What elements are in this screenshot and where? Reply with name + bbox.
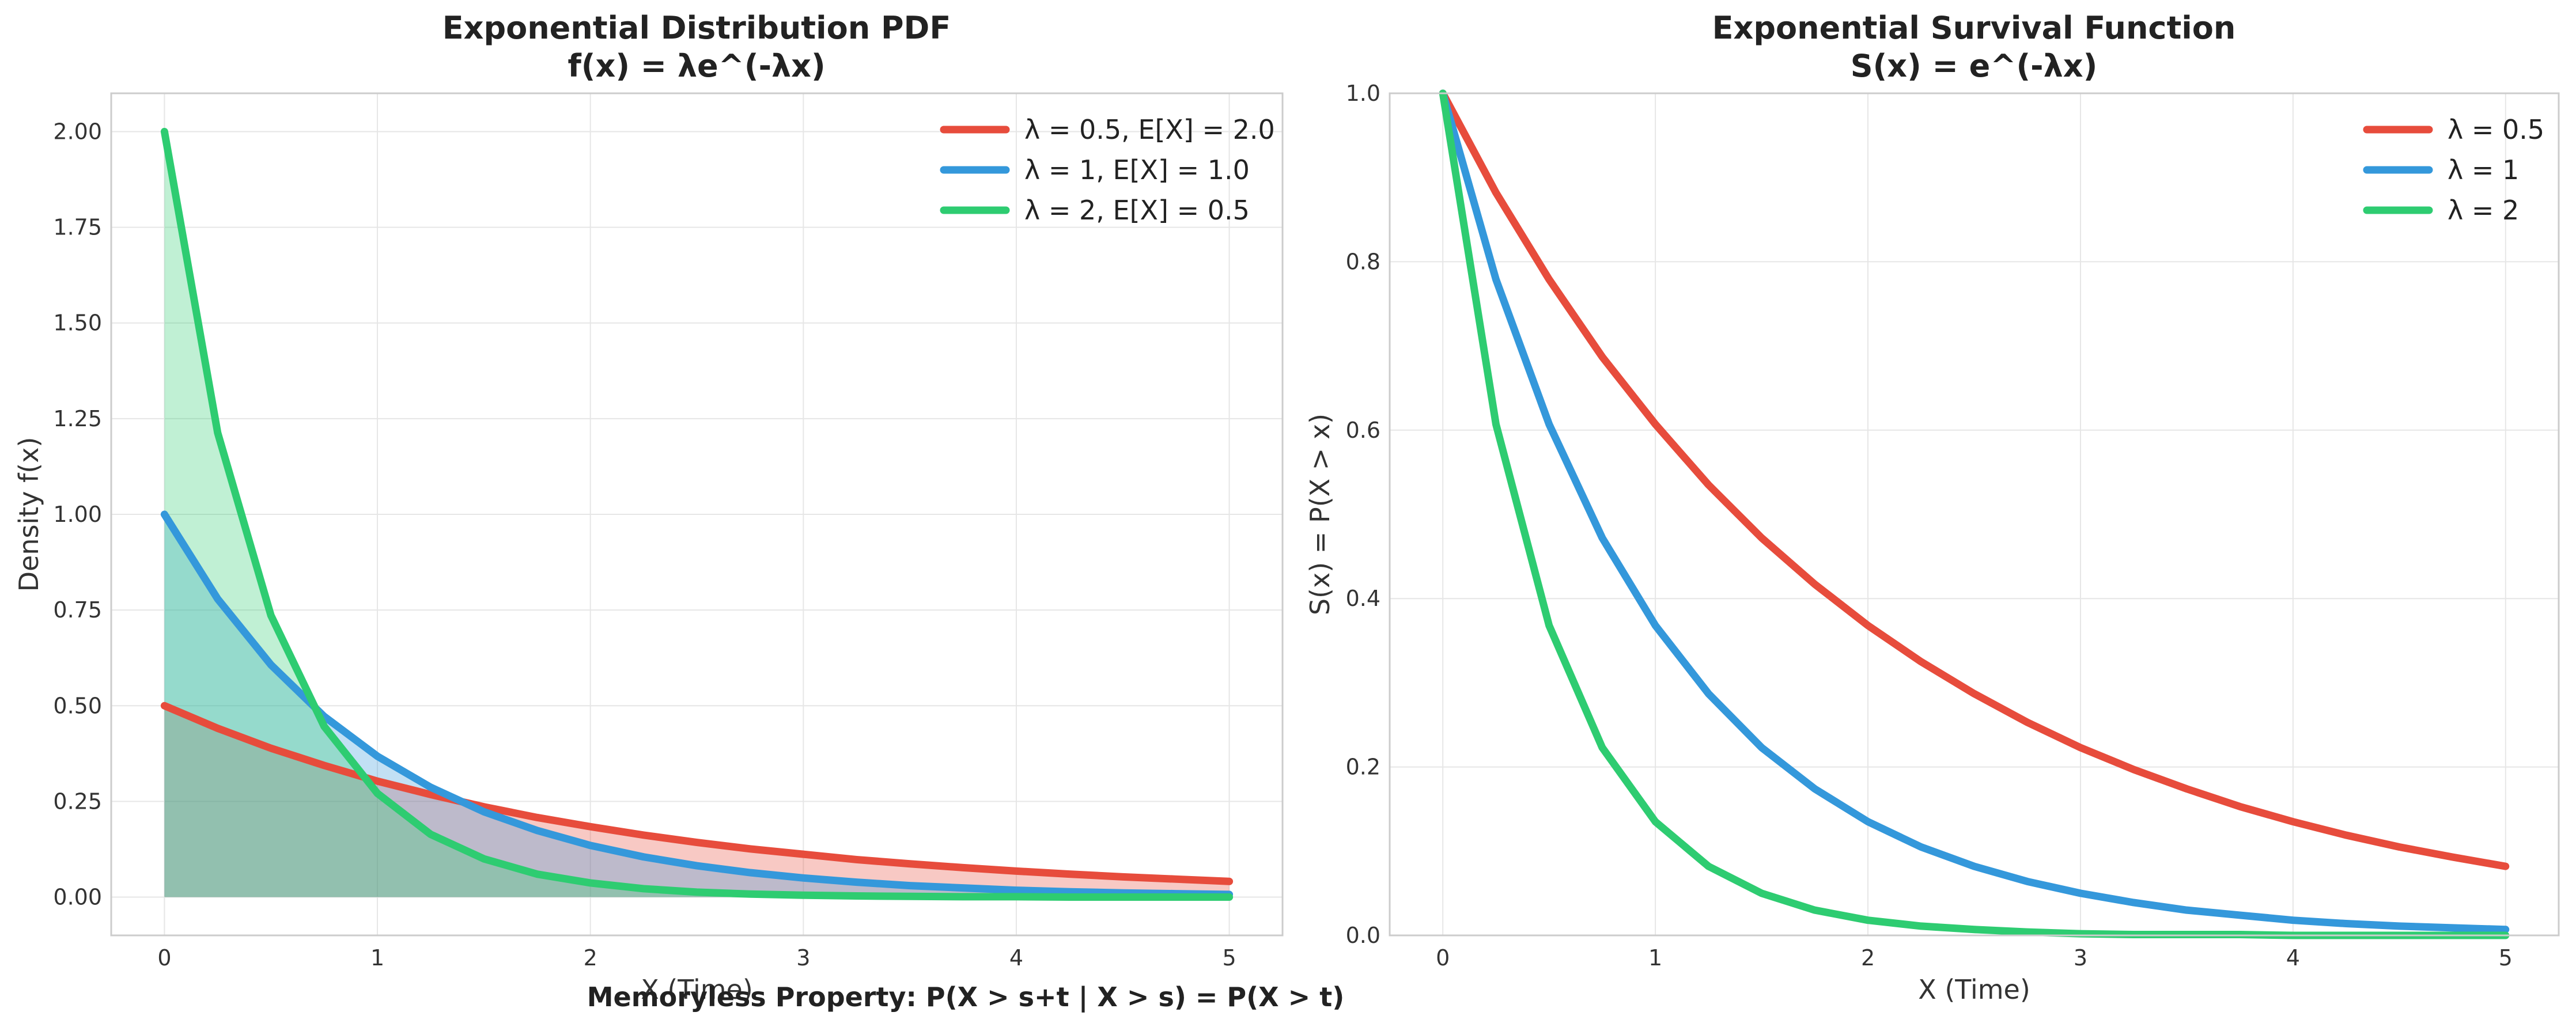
- x-tick-label: 3: [796, 945, 810, 971]
- y-tick-label: 0.50: [53, 693, 102, 718]
- series-line-0: [1439, 89, 2510, 870]
- x-tick-label: 2: [1861, 945, 1875, 971]
- x-axis-label: X (Time): [1918, 974, 2030, 1005]
- y-tick-label: 0.00: [53, 885, 102, 910]
- legend-label-1: λ = 1: [2448, 154, 2519, 185]
- legend-label-1: λ = 1, E[X] = 1.0: [1024, 154, 1250, 185]
- y-axis-label: S(x) = P(X > x): [1304, 414, 1336, 615]
- plot-frame: [110, 92, 1284, 937]
- series-fill-1: [164, 514, 1230, 897]
- y-tick-label: 1.00: [53, 502, 102, 527]
- x-tick-label: 4: [2286, 945, 2300, 971]
- x-tick-label: 4: [1009, 945, 1023, 971]
- figure-caption: Memoryless Property: P(X > s+t | X > s) …: [587, 981, 1344, 1013]
- x-tick-label: 0: [157, 945, 171, 971]
- y-tick-label: 1.50: [53, 310, 102, 336]
- x-tick-label: 3: [2074, 945, 2087, 971]
- y-tick-label: 1.25: [53, 406, 102, 431]
- x-tick-label: 1: [1648, 945, 1662, 971]
- chart-subtitle: S(x) = e^(-λx): [1851, 48, 2098, 84]
- y-tick-label: 0.8: [1346, 249, 1380, 274]
- y-tick-label: 0.0: [1346, 923, 1380, 948]
- series-line-0: [160, 702, 1234, 885]
- y-tick-label: 1.0: [1346, 81, 1380, 106]
- chart-title: Exponential Distribution PDF: [442, 10, 951, 46]
- y-axis-label: Density f(x): [13, 437, 44, 592]
- pdf-chart: 0 1 2 3 4 5 0.00 0.25 0.50 0.75 1.00 1.25 1.50 1.75 2.…: [13, 10, 1284, 1005]
- x-tick-label: 2: [584, 945, 597, 971]
- chart-subtitle: f(x) = λe^(-λx): [568, 48, 825, 84]
- legend-label-2: λ = 2: [2448, 195, 2519, 226]
- legend-label-2: λ = 2, E[X] = 0.5: [1024, 195, 1250, 226]
- y-tick-label: 0.6: [1346, 418, 1380, 443]
- x-tick-label: 0: [1436, 945, 1450, 971]
- legend-label-0: λ = 0.5, E[X] = 2.0: [1024, 114, 1275, 145]
- y-tick-label: 0.75: [53, 597, 102, 623]
- series-fill-0: [164, 706, 1230, 897]
- y-tick-label: 2.00: [53, 119, 102, 144]
- y-tick-label: 0.25: [53, 789, 102, 814]
- x-tick-label: 5: [2499, 945, 2513, 971]
- series-line-1: [160, 510, 1234, 899]
- survival-chart: 0 1 2 3 4 5 0.0 0.2 0.4 0.6 0.8 1.0 X (Time) S(x) = P…: [1304, 10, 2560, 1005]
- chart-title: Exponential Survival Function: [1712, 10, 2236, 46]
- x-tick-label: 5: [1222, 945, 1236, 971]
- x-tick-label: 1: [370, 945, 384, 971]
- series-line-2: [160, 127, 1234, 901]
- y-tick-label: 0.4: [1346, 586, 1380, 611]
- plot-frame: [1389, 92, 2560, 937]
- x-axis-label: X (Time): [641, 974, 753, 1005]
- plot-area: [1390, 93, 2559, 935]
- series-fill-2: [164, 131, 1230, 897]
- y-tick-label: 0.2: [1346, 755, 1380, 780]
- series-line-1: [1439, 89, 2510, 934]
- legend-label-0: λ = 0.5: [2448, 114, 2544, 145]
- y-tick-label: 1.75: [53, 215, 102, 240]
